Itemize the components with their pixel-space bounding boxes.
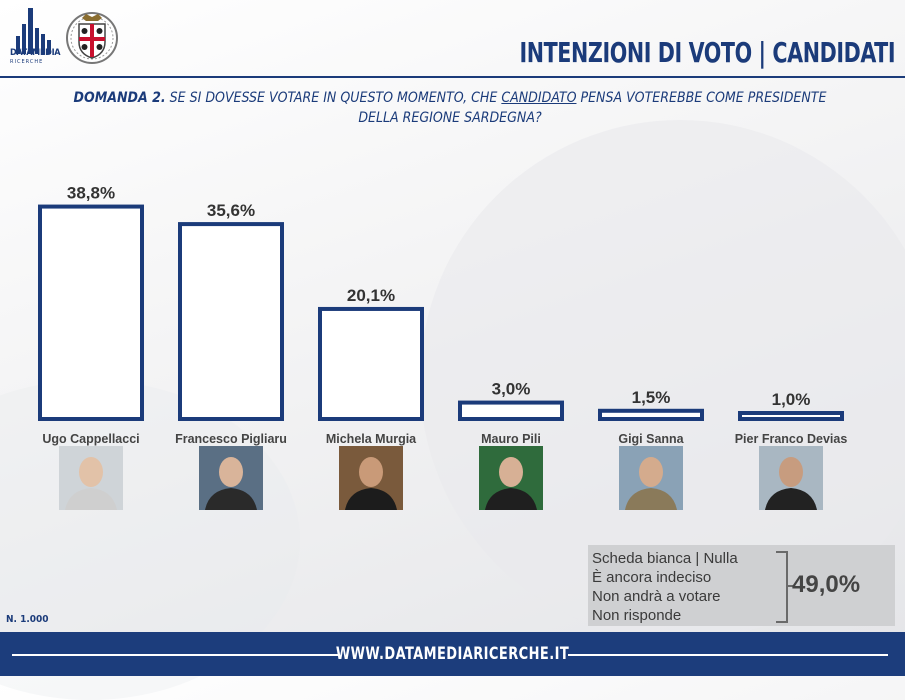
bar-value-label: 1,0% [772, 390, 811, 409]
logo-subtext: RICERCHE [10, 59, 44, 65]
bar-value-label: 35,6% [207, 201, 255, 220]
summary-box: Scheda bianca | Nulla È ancora indeciso … [588, 545, 895, 626]
category-label: Gigi Sanna [618, 432, 684, 446]
page-title: INTENZIONI DI VOTO | CANDIDATI [519, 36, 895, 69]
category-label: Ugo Cappellacci [42, 432, 139, 446]
footer-url[interactable]: WWW.DATAMEDIARICERCHE.IT [335, 644, 570, 664]
sardinia-crest-icon [66, 12, 118, 64]
summary-brace [776, 551, 794, 623]
question-text: DOMANDA 2. SE SI DOVESSE VOTARE IN QUEST… [60, 88, 840, 128]
category-label: Pier Franco Devias [735, 432, 848, 446]
question-text-before: SE SI DOVESSE VOTARE IN QUESTO MOMENTO, … [169, 90, 498, 106]
summary-total: 49,0% [792, 571, 861, 598]
bar-value-label: 3,0% [492, 380, 531, 399]
datamedia-logo [16, 8, 51, 54]
footer-line-left [12, 654, 340, 656]
bar-value-label: 38,8% [67, 184, 115, 203]
question-label: DOMANDA 2. [73, 90, 166, 106]
bar-3 [458, 400, 564, 422]
bar-5 [738, 411, 844, 421]
summary-line: È ancora indeciso [592, 569, 712, 586]
candidate-photo [199, 446, 263, 510]
candidate-photo [619, 446, 683, 510]
footer-line-right [568, 654, 888, 656]
category-label: Mauro Pili [481, 432, 541, 446]
summary-line: Scheda bianca | Nulla [592, 550, 738, 567]
bar-value-label: 1,5% [632, 388, 671, 407]
summary-line: Non andrà a votare [592, 588, 721, 605]
bar-4 [598, 408, 704, 422]
bar-chart: 38,8% Ugo Cappellacci 35,6% Francesco Pigli… [38, 184, 848, 446]
sample-size: N. 1.000 [6, 614, 49, 625]
summary-lines: Scheda bianca | Nulla È ancora indeciso … [592, 549, 738, 625]
footer-bar: WWW.DATAMEDIARICERCHE.IT [0, 632, 905, 676]
bar-0 [38, 204, 144, 421]
category-label: Francesco Pigliaru [175, 432, 287, 446]
question-underlined-word: CANDIDATO [501, 90, 577, 106]
bar-2 [318, 306, 424, 422]
bar-value-label: 20,1% [347, 286, 395, 305]
candidate-photo [59, 446, 123, 510]
candidate-photo [479, 446, 543, 510]
candidate-photo [759, 446, 823, 510]
title-divider [0, 76, 905, 78]
logo-text: DATAMEDIA [10, 48, 61, 58]
summary-line: Non risponde [592, 607, 682, 624]
category-label: Michela Murgia [326, 432, 417, 446]
bar-1 [178, 222, 284, 421]
candidate-photo [339, 446, 403, 510]
question-text-after: PENSA VOTEREBBE COME PRESIDENTE DELLA RE… [358, 90, 827, 126]
